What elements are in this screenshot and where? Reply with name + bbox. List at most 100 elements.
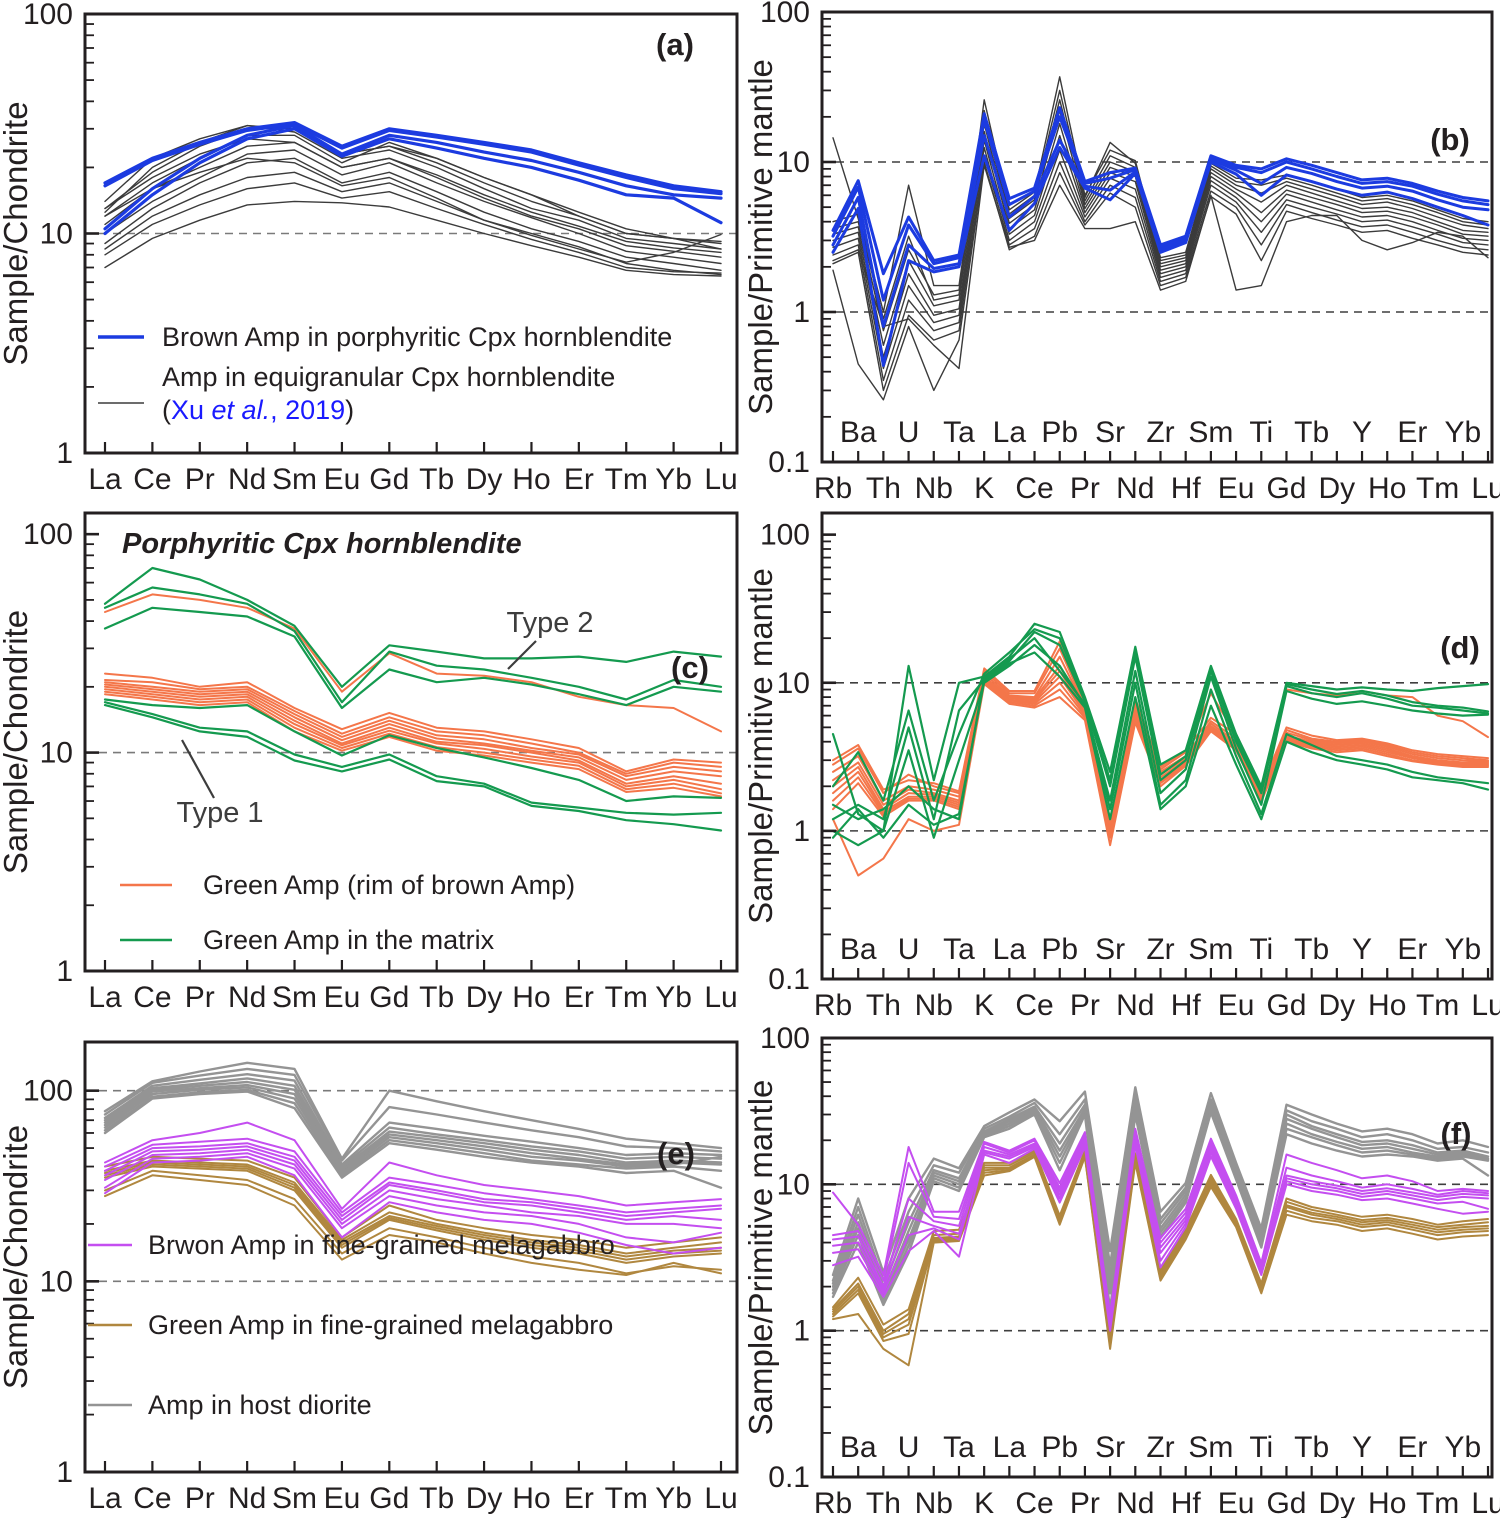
data-line [103,1090,723,1189]
chart-svg-f: 0.1 1 10 100 Rb Ba Th U Nb Ta K La Ce Pb Pr Sr Nd Zr Hf Sm E… [742,1022,1500,1518]
y-tick-label: 100 [760,1022,810,1055]
x-tick-label: Er [1397,416,1427,449]
x-tick-label: Ti [1249,1431,1273,1464]
panel-e-ree-chondrite-chart: 1 10 100 La Ce Pr Nd Sm Eu Gd Tb Dy Ho Er Tm Yb Lu Sample… [0,1018,750,1518]
y-tick-label: 10 [40,737,73,770]
x-tick-label: Dy [466,981,503,1014]
x-tick-label: Tm [605,463,648,496]
panel-c-ree-chondrite-chart: 1 10 100 La Ce Pr Nd Sm Eu Gd Tb Dy Ho Er Tm Yb Lu Sample… [0,506,750,1018]
chart-svg-a: 1 10 100 La Ce Pr Nd Sm Eu Gd Tb Dy Ho Er Tm Yb Lu Sample… [0,0,739,496]
x-tick-label: Tm [605,1482,648,1515]
x-tick-label: La [993,1431,1027,1464]
data-line [104,688,722,791]
panel-letter-label: (e) [657,1136,695,1171]
x-tick-label: Yb [1444,416,1481,449]
x-tick-label: Th [866,472,901,505]
data-line [832,681,1489,839]
x-tick-label: Lu [704,981,737,1014]
x-tick-label: Ba [840,933,877,966]
x-tick-label: Ho [1368,989,1406,1022]
panel-letter-label: (b) [1430,122,1470,157]
x-tick-label: Tm [605,981,648,1014]
x-tick-label: Gd [1266,989,1306,1022]
x-tick-label: Rb [814,472,852,505]
data-line [104,141,722,258]
x-tick-label: Ta [943,933,975,966]
x-tick-label: Nd [1116,1487,1154,1518]
legend-label: Green Amp in fine-grained melagabbro [148,1310,613,1340]
x-tick-label: Er [1397,1431,1427,1464]
series-e-2 [104,1121,722,1255]
x-tick-label: Ce [133,1482,171,1515]
chart-svg-e: 1 10 100 La Ce Pr Nd Sm Eu Gd Tb Dy Ho Er Tm Yb Lu Sample… [0,1040,739,1515]
data-line [103,1073,723,1166]
x-tick-label: Sm [1188,1431,1233,1464]
x-tick-label: Tb [419,463,454,496]
x-tick-label: Eu [324,981,361,1014]
plot-frame [83,511,739,973]
data-line [104,693,722,798]
data-line [104,1161,722,1258]
y-tick-label: 0.1 [768,446,810,479]
x-tick-label: Eu [324,1482,361,1515]
plot-frame [83,1040,739,1474]
x-tick-label: Tb [1294,933,1329,966]
annotation-pointer-line [507,640,537,670]
x-tick-label: Lu [1471,1487,1500,1518]
data-line [831,630,1490,821]
data-line [104,1174,722,1276]
panel-b-trace-primitive-mantle-chart: 0.1 1 10 100 Rb Ba Th U Nb Ta K La Ce Pb Pr Sr Nd Zr Hf Sm E… [742,0,1500,506]
x-tick-label: Sr [1095,416,1125,449]
y-tick-label: 10 [777,667,810,700]
panel-letter-label: (f) [1441,1116,1472,1151]
plot-frame [820,511,1494,981]
x-tick-label: Lu [704,463,737,496]
x-tick-label: Nd [228,463,266,496]
y-axis-title: Sample/Primitive mantle [742,568,779,924]
x-tick-label: Pr [185,981,215,1014]
x-tick-label: Er [564,981,594,1014]
x-tick-label: Ce [133,463,171,496]
series-d-1 [831,622,1490,847]
x-tick-label: Gd [1266,1487,1306,1518]
x-tick-label: Gd [369,1482,409,1515]
y-axis-title: Sample/Primitive mantle [742,59,779,415]
y-tick-label: 0.1 [768,963,810,996]
y-tick-label: 1 [56,955,73,988]
panel-letter-label: (a) [656,27,694,62]
panel-d-trace-primitive-mantle-chart: 0.1 1 10 100 Rb Ba Th U Nb Ta K La Ce Pb Pr Sr Nd Zr Hf Sm E… [742,506,1500,1022]
plot-frame [820,10,1494,464]
series-b-0 [832,76,1489,401]
data-line [103,127,723,236]
data-line [832,155,1489,392]
legend-label: Amp in host diorite [148,1390,372,1420]
x-tick-label: Th [866,989,901,1022]
series-d-0 [832,640,1489,877]
x-tick-label: Hf [1171,1487,1202,1518]
data-line [103,586,723,704]
x-tick-label: K [974,989,994,1022]
data-line [104,1165,722,1264]
x-tick-label: Ba [840,416,877,449]
annotation-text: Type 1 [176,797,263,829]
data-line [832,1136,1489,1323]
data-line [831,651,1490,839]
panel-letter-label: (d) [1440,630,1480,665]
data-line [104,1148,722,1230]
x-tick-label: Gd [369,463,409,496]
data-line [832,683,1489,877]
data-line [104,157,722,271]
data-line [832,146,1489,382]
y-tick-label: 10 [40,1265,73,1298]
data-line [103,701,723,816]
x-tick-label: La [993,416,1027,449]
plot-frame [820,1036,1494,1479]
y-tick-label: 100 [760,0,810,29]
x-tick-label: Ti [1249,933,1273,966]
y-tick-label: 1 [56,437,73,470]
x-tick-label: Yb [655,1482,692,1515]
x-tick-label: Zr [1146,416,1174,449]
x-tick-label: Dy [1319,1487,1356,1518]
x-tick-label: Ho [512,463,550,496]
chart-svg-b: 0.1 1 10 100 Rb Ba Th U Nb Ta K La Ce Pb Pr Sr Nd Zr Hf Sm E… [742,0,1500,505]
